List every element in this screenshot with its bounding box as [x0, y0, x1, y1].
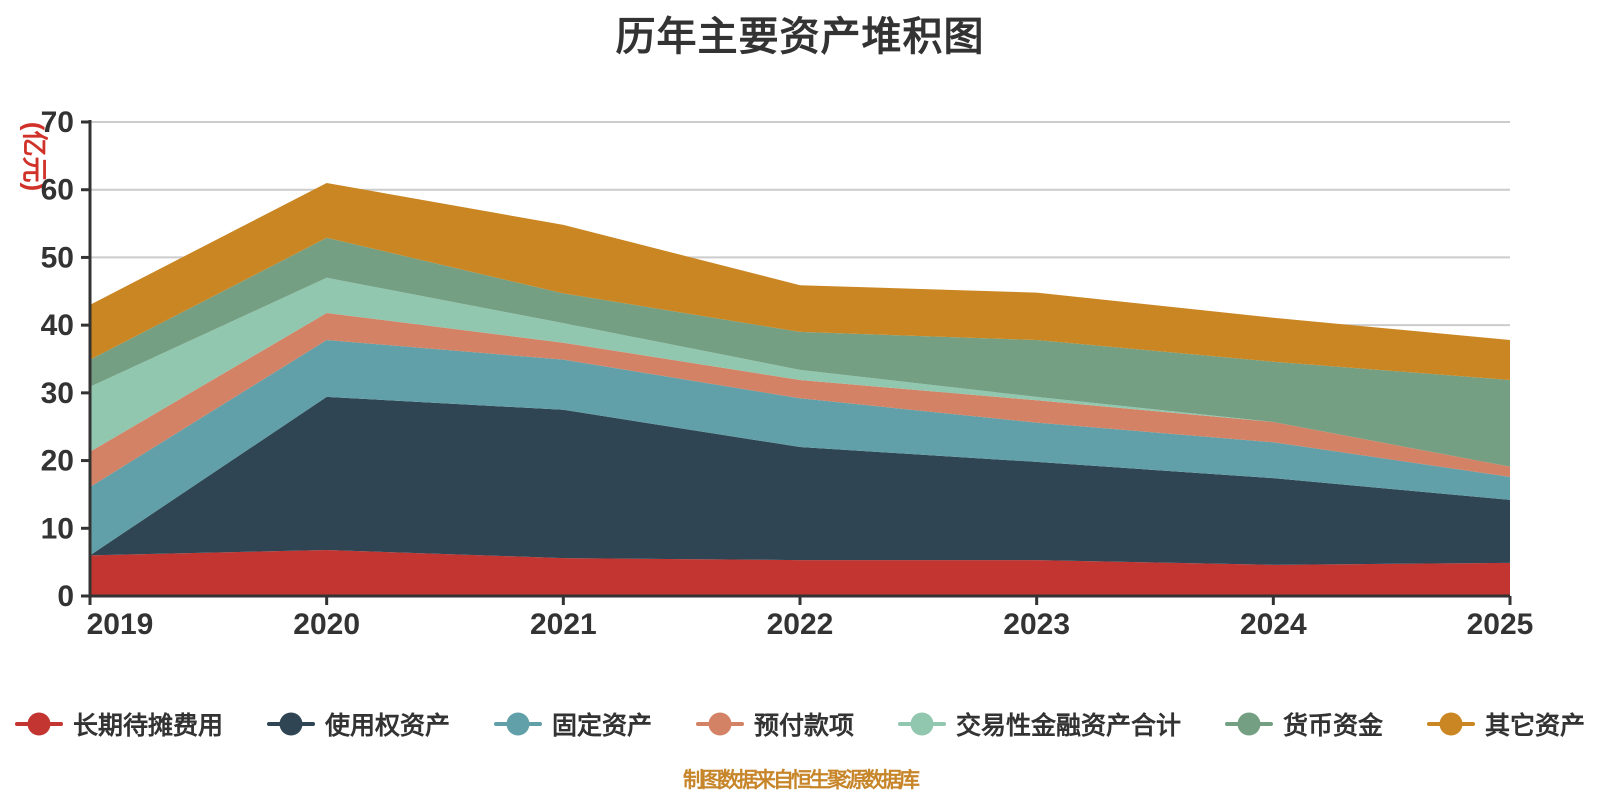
- legend-label: 使用权资产: [324, 712, 450, 740]
- area-其它资产[interactable]: [90, 182, 1510, 380]
- legend-line-circle-icon: [1225, 712, 1274, 736]
- legend-line-circle-icon: [1427, 712, 1476, 736]
- x-tick-label-2019: 2019: [87, 608, 154, 641]
- legend-line-circle-icon: [14, 712, 63, 736]
- y-tick-label-40: 40: [41, 309, 74, 342]
- area-series-group: [90, 182, 1510, 596]
- legend-dot-icon: [1439, 712, 1463, 736]
- chart-title: 历年主要资产堆积图: [615, 15, 985, 59]
- legend-dot-icon: [506, 712, 530, 736]
- legend-label: 其它资产: [1485, 712, 1586, 740]
- legend-label: 预付款项: [753, 712, 854, 740]
- x-tick-label-2024: 2024: [1240, 608, 1307, 641]
- area-长期待摊费用[interactable]: [90, 549, 1510, 596]
- area-使用权资产[interactable]: [90, 396, 1510, 565]
- legend-dot-icon: [708, 712, 732, 736]
- y-tick-label-0: 0: [57, 580, 74, 613]
- y-tick-label-50: 50: [41, 241, 74, 274]
- legend-line-circle-icon: [898, 712, 946, 736]
- legend-label: 固定资产: [551, 712, 652, 740]
- x-tick-label-2025: 2025: [1467, 608, 1534, 641]
- y-tick-label-60: 60: [41, 174, 74, 207]
- legend-dot-icon: [27, 712, 51, 736]
- legend-dot-icon: [1237, 712, 1261, 736]
- legend-item-预付款项[interactable]: 预付款项: [695, 706, 854, 742]
- y-tick-label-30: 30: [41, 377, 74, 410]
- y-tick-label-10: 10: [41, 512, 74, 545]
- legend-dot-icon: [279, 712, 303, 736]
- area-固定资产[interactable]: [90, 340, 1510, 556]
- legend-item-使用权资产[interactable]: 使用权资产: [266, 706, 450, 742]
- chart-legend: 长期待摊费用 使用权资产 固定资产 预付款项 交易性金融资产合计 货币资金 其它资产: [0, 698, 1600, 750]
- legend-item-长期待摊费用[interactable]: 长期待摊费用: [14, 706, 223, 742]
- legend-label: 货币资金: [1283, 712, 1384, 740]
- legend-item-固定资产[interactable]: 固定资产: [493, 706, 652, 742]
- legend-label: 交易性金融资产合计: [956, 712, 1182, 740]
- legend-line-circle-icon: [266, 712, 315, 736]
- legend-item-交易性金融资产合计[interactable]: 交易性金融资产合计: [898, 706, 1181, 742]
- x-tick-label-2022: 2022: [767, 608, 834, 641]
- axes: 0 10 20 30 40 50 60 70 2019 2020 2021 2022 2023 2024 2…: [41, 106, 1534, 641]
- legend-line-circle-icon: [493, 712, 542, 736]
- y-tick-label-20: 20: [41, 445, 74, 478]
- x-tick-label-2021: 2021: [530, 608, 597, 641]
- y-tick-label-70: 70: [41, 106, 74, 139]
- stacked-area-chart: 0 10 20 30 40 50 60 70 2019 2020 2021 2022 2023 2024 2…: [41, 106, 1534, 641]
- area-交易性金融资产合计[interactable]: [90, 277, 1510, 467]
- legend-dot-icon: [910, 712, 934, 736]
- legend-line-circle-icon: [695, 712, 744, 736]
- legend-label: 长期待摊费用: [72, 712, 223, 740]
- x-tick-label-2023: 2023: [1003, 608, 1070, 641]
- legend-item-货币资金[interactable]: 货币资金: [1225, 706, 1383, 742]
- x-tick-label-2020: 2020: [293, 608, 360, 641]
- legend-item-其它资产[interactable]: 其它资产: [1427, 706, 1585, 742]
- data-source-note: 制图数据来自恒生聚源数据库: [683, 769, 920, 792]
- area-货币资金[interactable]: [90, 237, 1510, 467]
